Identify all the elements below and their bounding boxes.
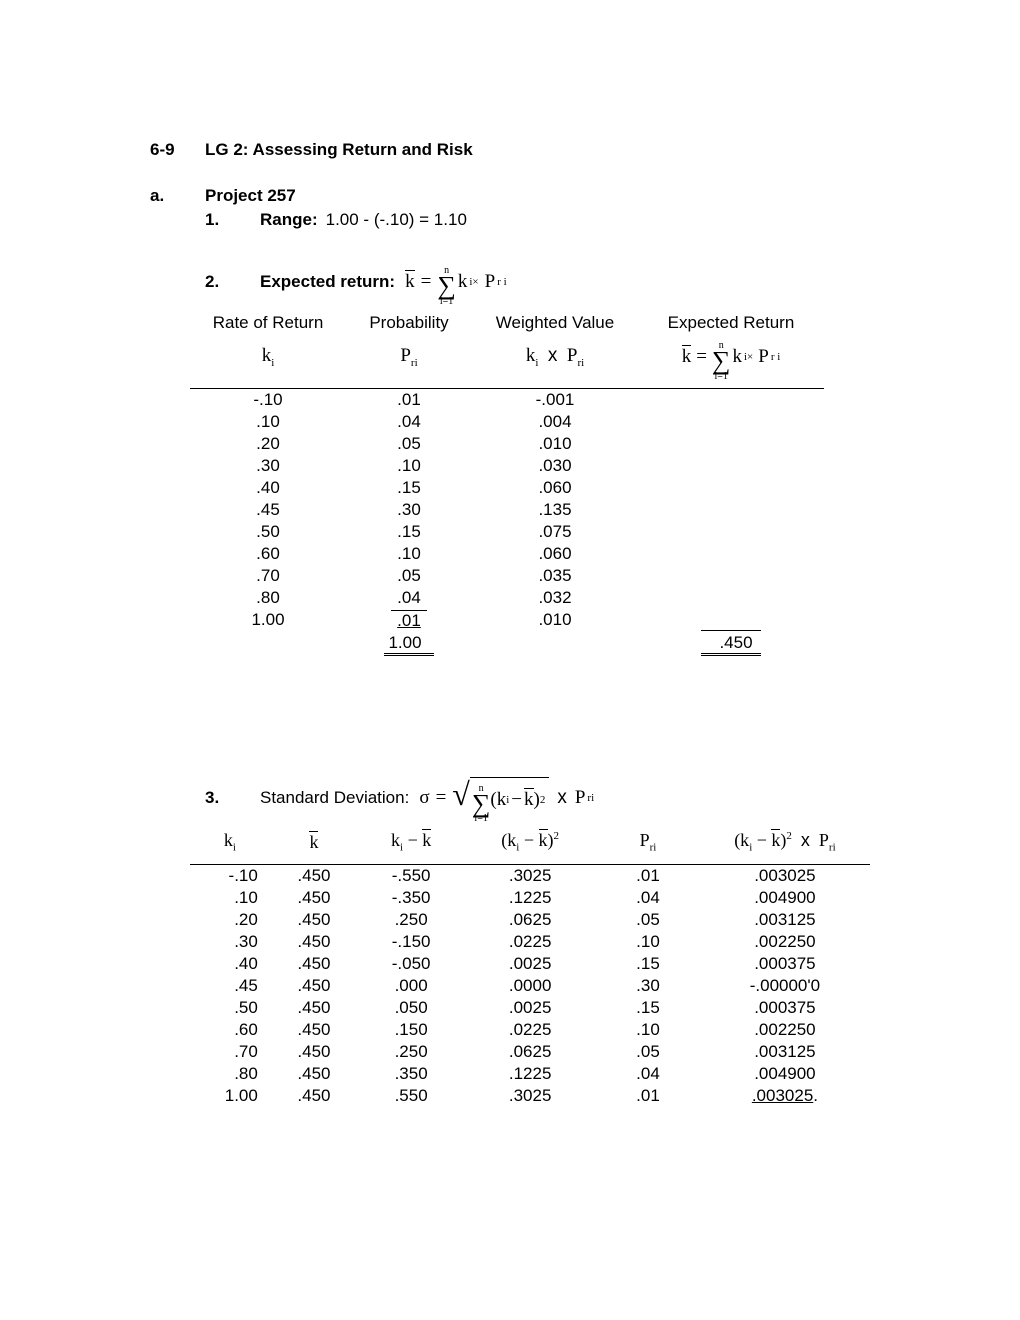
std-dev-table: ki k ki − k (ki − k)2 Pri (ki − k)2 x Pr… <box>190 828 870 1107</box>
t2h6as: i <box>749 842 752 854</box>
t2h4b: k <box>539 830 548 851</box>
table-row: .40.450-.050.0025.15.000375 <box>190 953 870 975</box>
t2h4a: (k <box>501 830 516 850</box>
table-row: .70.450.250.0625.05.003125 <box>190 1041 870 1063</box>
t2h3a: k <box>391 830 400 850</box>
item-2-row: 2. Expected return: k = n ∑ i=1 ki× Pr i <box>205 262 870 303</box>
t2h6x: x <box>801 830 810 850</box>
t2h6b: k <box>771 830 780 851</box>
t2h1s: i <box>233 842 236 854</box>
sub-pri: P <box>400 345 411 366</box>
t2h3b: k <box>422 830 431 851</box>
item-1-num: 1. <box>205 210 260 230</box>
sub-c3x: x <box>548 345 558 366</box>
t2h6a: (k <box>734 830 749 850</box>
problem-header: 6-9 LG 2: Assessing Return and Risk <box>150 140 870 160</box>
t2-rule <box>190 856 870 865</box>
item-2-num: 2. <box>205 272 260 292</box>
sub-c3b: P <box>567 345 578 366</box>
table-row: .30.450-.150.0225.10.002250 <box>190 931 870 953</box>
t2h1: k <box>224 830 233 850</box>
t2h4as: i <box>516 842 519 854</box>
col-expected: Expected Return <box>638 311 824 335</box>
table-row: .60.10.060 <box>190 543 824 565</box>
item-3-row: 3. Standard Deviation: σ= √ n∑i=1 (ki−k)… <box>205 777 870 821</box>
expected-return-value: .450 <box>701 633 760 656</box>
table-row: .70.05.035 <box>190 565 824 587</box>
t2h6ps: ri <box>829 842 836 854</box>
col-rate: Rate of Return <box>190 311 346 335</box>
expected-return-label: Expected return: <box>260 272 395 292</box>
table-totals-row: 1.00 .450 <box>190 632 824 657</box>
t2h3as: i <box>400 842 403 854</box>
item-1-row: 1. Range: 1.00 - (-.10) = 1.10 <box>205 210 870 230</box>
expected-return-table: Rate of Return Probability Weighted Valu… <box>190 311 824 657</box>
sum-pri: 1.00 <box>384 633 433 656</box>
sub-ki: k <box>262 345 272 366</box>
table-row: -.10.01-.001 <box>190 388 824 411</box>
sub-c3bs: ri <box>577 357 584 369</box>
range-calc: 1.00 - (-.10) = 1.10 <box>326 210 467 230</box>
sub-pri-sub: ri <box>411 357 418 369</box>
table-row: .45.30.135 <box>190 499 824 521</box>
table-header-row: Rate of Return Probability Weighted Valu… <box>190 311 824 335</box>
table-row: .45.450.000.0000.30-.00000'0 <box>190 975 870 997</box>
col-prob: Probability <box>346 311 472 335</box>
part-a-row: a. Project 257 <box>150 186 870 206</box>
t2h5s: ri <box>650 842 657 854</box>
table-row: .80.450.350.1225.04.004900 <box>190 1063 870 1085</box>
sub-c3a: k <box>526 345 536 366</box>
table-subheader-row: ki Pri ki x Pri k= n∑i=1 ki× Pr i <box>190 335 824 380</box>
table-row: .20.05.010 <box>190 433 824 455</box>
t2h5: P <box>640 830 650 850</box>
sub-c3as: i <box>535 357 538 369</box>
table-row: -.10.450-.550.3025.01.003025 <box>190 864 870 887</box>
t2-header-row: ki k ki − k (ki − k)2 Pri (ki − k)2 x Pr… <box>190 828 870 856</box>
part-a-label: a. <box>150 186 205 206</box>
table-row: .10.450-.350.1225.04.004900 <box>190 887 870 909</box>
item-3-num: 3. <box>205 788 260 808</box>
project-name: Project 257 <box>205 186 296 206</box>
sub-expected-formula: k= n∑i=1 ki× Pr i <box>638 335 824 380</box>
table-row: .10.04.004 <box>190 411 824 433</box>
table-row: .40.15.060 <box>190 477 824 499</box>
std-dev-label: Standard Deviation: <box>260 788 409 808</box>
table-row: .20.450.250.0625.05.003125 <box>190 909 870 931</box>
table-row: .50.450.050.0025.15.000375 <box>190 997 870 1019</box>
t2h6p: P <box>819 830 829 850</box>
std-dev-formula: σ= √ n∑i=1 (ki−k)2 x Pri <box>419 777 594 821</box>
document-page: 6-9 LG 2: Assessing Return and Risk a. P… <box>0 0 1020 1147</box>
table-row: 1.00.01.010 <box>190 609 824 632</box>
range-label: Range: <box>260 210 318 230</box>
sub-ki-sub: i <box>271 357 274 369</box>
table-row: .30.10.030 <box>190 455 824 477</box>
table-row: .50.15.075 <box>190 521 824 543</box>
t2h6sup: 2 <box>786 830 792 842</box>
problem-number: 6-9 <box>150 140 205 160</box>
table-row: .60.450.150.0225.10.002250 <box>190 1019 870 1041</box>
table-row: 1.00.450.550.3025.01.003025. <box>190 1085 870 1107</box>
expected-return-formula: k = n ∑ i=1 ki× Pr i <box>405 262 507 303</box>
table-row: .80.04.032 <box>190 587 824 609</box>
problem-title: LG 2: Assessing Return and Risk <box>205 140 473 160</box>
col-weighted: Weighted Value <box>472 311 638 335</box>
t2h2: k <box>309 832 318 853</box>
t2h4sup: 2 <box>554 830 560 842</box>
